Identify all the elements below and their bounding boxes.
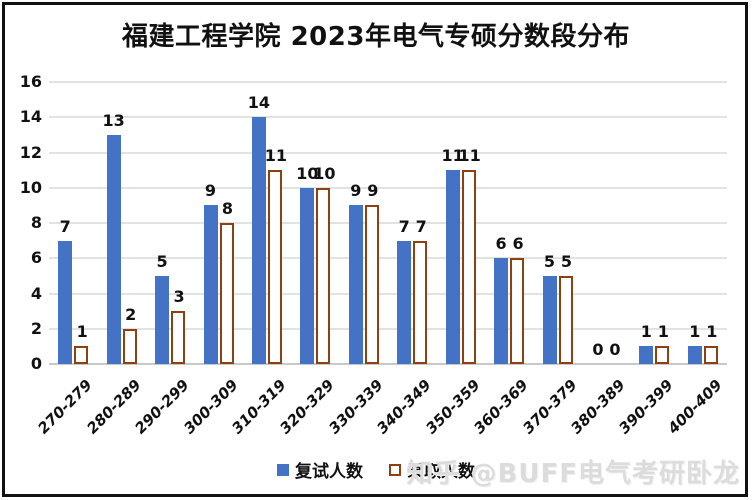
y-axis-tick-label: 14	[19, 107, 42, 127]
bar-luqu	[703, 346, 718, 364]
bar-luqu	[558, 275, 573, 364]
bar-luqu	[267, 170, 282, 364]
data-label-luqu: 7	[415, 216, 427, 236]
data-label-fushi: 5	[543, 251, 556, 271]
y-axis-tick-label: 0	[30, 354, 42, 373]
data-label-luqu: 6	[512, 234, 524, 254]
y-axis-tick-label: 4	[30, 283, 42, 303]
legend: 复试人数 录取人数	[277, 457, 475, 482]
y-axis-tick-label: 2	[30, 318, 42, 338]
data-label-luqu: 11	[458, 146, 481, 166]
data-label-luqu: 8	[221, 199, 234, 218]
legend-label-fushi: 复试人数	[295, 462, 363, 482]
bar-luqu	[316, 187, 331, 364]
bar-fushi	[687, 346, 702, 364]
gridline-y0	[49, 363, 727, 365]
gridline-y8	[49, 222, 727, 224]
data-label-fushi: 11	[441, 146, 464, 166]
legend-item-fushi: 复试人数	[277, 457, 363, 482]
data-label-luqu: 9	[367, 181, 379, 201]
data-label-fushi: 7	[398, 216, 410, 236]
bar-fushi	[155, 275, 170, 364]
bar-fushi	[639, 346, 654, 364]
bar-fushi	[348, 205, 363, 364]
gridline-y4	[49, 292, 727, 295]
bar-luqu	[655, 346, 670, 364]
y-axis-tick-label: 16	[19, 72, 42, 91]
data-label-luqu: 1	[657, 322, 669, 342]
data-label-luqu: 3	[173, 287, 185, 307]
data-label-fushi: 9	[350, 181, 362, 201]
data-label-luqu: 10	[313, 163, 336, 183]
legend-label-luqu: 录取人数	[407, 462, 475, 482]
bar-luqu	[219, 223, 234, 364]
watermark: 知乎 @BUFF电气考研卧龙	[406, 459, 740, 489]
data-label-luqu: 0	[609, 340, 621, 359]
data-label-fushi: 1	[689, 322, 701, 342]
gridline-y16	[49, 81, 727, 83]
legend-swatch-filled-blue-icon	[277, 463, 289, 476]
gridline-y6	[49, 257, 727, 260]
data-label-fushi: 9	[204, 181, 217, 201]
y-axis-tick-label: 12	[19, 142, 42, 162]
data-label-fushi: 10	[296, 163, 319, 183]
data-label-fushi: 6	[495, 234, 507, 254]
data-label-luqu: 1	[706, 322, 718, 342]
y-axis-tick-label: 8	[30, 213, 42, 232]
data-label-luqu: 2	[125, 304, 137, 324]
bar-luqu	[122, 328, 137, 364]
data-label-fushi: 13	[102, 110, 125, 130]
bar-fushi	[397, 240, 412, 364]
bar-luqu	[364, 205, 379, 364]
bar-fushi	[58, 240, 73, 364]
data-label-fushi: 7	[59, 216, 71, 236]
data-label-fushi: 0	[592, 340, 604, 359]
bar-luqu	[171, 311, 186, 364]
gridline-y10	[49, 186, 727, 189]
data-label-fushi: 14	[247, 93, 271, 113]
gridline-y14	[49, 116, 727, 119]
bar-fushi	[203, 205, 218, 364]
bar-luqu	[413, 240, 428, 364]
bar-luqu	[510, 258, 525, 364]
gridline-y12	[49, 151, 727, 154]
chart-title: 福建工程学院 2023年电气专硕分数段分布	[122, 22, 630, 52]
legend-item-luqu: 录取人数	[389, 457, 475, 482]
y-axis-tick-label: 6	[30, 248, 42, 268]
data-label-fushi: 5	[156, 251, 168, 271]
bar-fushi	[106, 134, 121, 364]
data-label-luqu: 5	[560, 251, 573, 271]
bar-fushi	[251, 117, 266, 364]
gridline-y2	[49, 327, 727, 330]
bar-fushi	[300, 187, 315, 364]
y-axis-tick-label: 10	[19, 177, 42, 197]
bar-fushi	[445, 170, 460, 364]
data-label-fushi: 1	[640, 322, 652, 342]
bar-fushi	[542, 275, 557, 364]
data-label-luqu: 11	[264, 146, 288, 166]
bar-fushi	[494, 258, 509, 364]
bar-luqu	[461, 170, 476, 364]
legend-swatch-outlined-brown-icon	[389, 463, 401, 476]
data-label-luqu: 1	[76, 322, 88, 342]
bar-luqu	[74, 346, 89, 364]
